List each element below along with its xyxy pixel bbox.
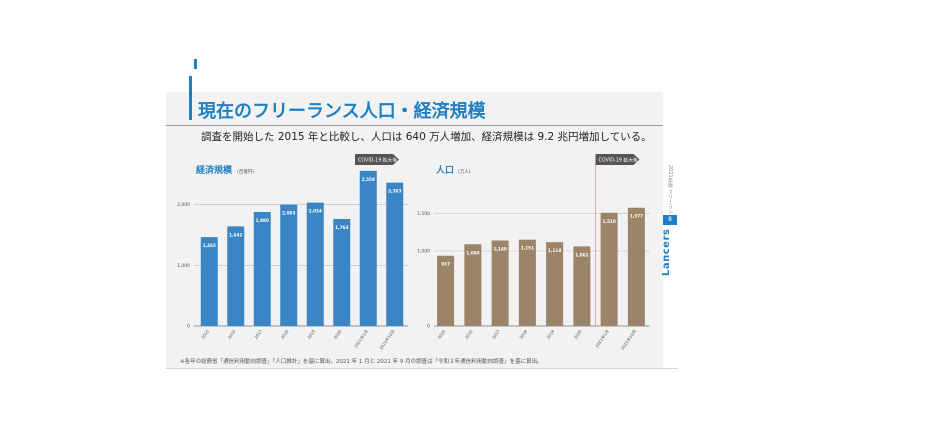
bar [280, 204, 298, 326]
bar [464, 244, 482, 326]
bar [386, 182, 404, 326]
covid-annotation-arrow [595, 154, 640, 165]
bar-value-label: 1,764 [335, 225, 348, 230]
bar-value-label: 2,363 [388, 189, 401, 194]
x-category-label: 2015 [437, 328, 447, 340]
bar-value-label: 937 [441, 262, 450, 267]
bar-value-label: 2,034 [309, 209, 322, 214]
bar-value-label: 1,642 [229, 232, 242, 237]
title-accent-bar [189, 76, 192, 120]
bar [518, 239, 536, 326]
covid-annotation-label: COVID-19 拡大後 [358, 157, 397, 164]
y-tick-label: 0 [427, 324, 430, 330]
bar [227, 226, 245, 326]
bar-value-label: 1,151 [521, 246, 534, 251]
covid-annotation-label: COVID-19 拡大後 [599, 157, 638, 164]
x-category-label: 2019 [306, 328, 316, 340]
bar-value-label: 1,880 [256, 218, 269, 223]
x-category-label: 2021年10月 [377, 328, 395, 351]
side-label: 2021年版 フリーランス [667, 165, 673, 220]
x-category-label: 2019 [546, 328, 556, 340]
bar [359, 170, 377, 326]
bar [200, 237, 218, 326]
bar-value-label: 1,118 [548, 248, 561, 253]
x-category-label: 2016 [227, 328, 237, 340]
population-chart: 人口 (万人) 0 1,000 1,500 COVID-19 拡大後 937 2015 1,09… [417, 154, 650, 351]
x-category-label: 2020 [573, 328, 583, 340]
x-category-label: 2017 [253, 328, 263, 340]
bar [491, 240, 509, 326]
bar-value-label: 1,090 [466, 250, 479, 255]
x-category-label: 2017 [491, 328, 501, 340]
y-tick-label: 1,500 [417, 211, 430, 217]
x-category-label: 2021年1月 [352, 328, 369, 348]
bar-value-label: 1,510 [603, 219, 616, 224]
title-divider [166, 125, 663, 126]
x-category-label: 2015 [200, 328, 210, 340]
footer-divider [166, 368, 678, 369]
bar [437, 255, 455, 326]
covid-annotation-arrow [355, 154, 399, 165]
bar [600, 212, 618, 326]
page-subtitle: 調査を開始した 2015 年と比較し、人口は 640 万人増加、経済規模は 9.… [201, 131, 652, 143]
bar [627, 207, 645, 326]
title-accent-mark [194, 59, 197, 69]
x-category-label: 2018 [518, 328, 528, 340]
page-title: 現在のフリーランス人口・経済規模 [198, 101, 486, 122]
chart-unit: (百億円) [237, 168, 254, 175]
bar-value-label: 1,140 [494, 247, 507, 252]
y-tick-label: 1,000 [177, 263, 190, 269]
page-number: 8 [663, 215, 677, 225]
bar [573, 246, 591, 326]
chart-unit: (万人) [458, 169, 471, 175]
x-category-label: 2021年1月 [593, 328, 610, 348]
bar [306, 202, 324, 326]
bar-value-label: 1,577 [630, 214, 643, 219]
bar-value-label: 2,558 [362, 177, 375, 182]
y-tick-label: 0 [187, 324, 190, 330]
bar [333, 218, 351, 326]
bar-value-label: 1,062 [575, 252, 588, 257]
chart-title: 人口 [435, 164, 454, 176]
bar-value-label: 1,465 [203, 243, 216, 248]
y-tick-label: 2,000 [177, 202, 190, 208]
x-category-label: 2020 [333, 328, 343, 340]
x-category-label: 2018 [280, 328, 290, 340]
x-category-label: 2016 [464, 328, 474, 340]
source-note: ※各年の総務省「通信利用動向調査」「人口推計」を基に算出。2021 年 1 月と… [180, 359, 543, 365]
chart-title: 経済規模 [196, 164, 233, 176]
x-category-label: 2021年10月 [619, 328, 637, 351]
y-tick-label: 1,000 [417, 249, 430, 255]
economic-scale-chart: 経済規模 (百億円) 0 1,000 2,000 COVID-19 拡大後 1,465 201… [177, 154, 408, 351]
bar [546, 242, 564, 326]
brand-logo: Lancers [661, 228, 672, 276]
bar [253, 211, 271, 326]
bar-value-label: 2,003 [282, 210, 295, 215]
